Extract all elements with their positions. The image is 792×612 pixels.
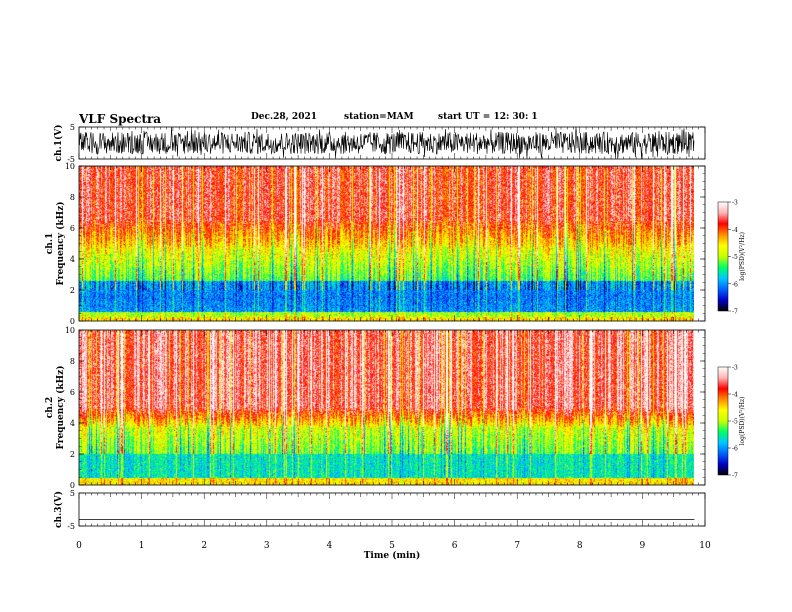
colorbar-2	[717, 366, 729, 476]
spectrogram-image-ch1	[79, 166, 694, 321]
ch2-spectrogram-ytick-label: 6	[70, 388, 75, 397]
ch2-spectrogram-ytick-label: 8	[70, 357, 75, 366]
ch1-spectrogram-ylabel-line: Frequency (kHz)	[55, 201, 66, 285]
x-tick-label: 0	[76, 541, 82, 551]
colorbar-label-text: log(PSD)(V²/Hz)	[739, 232, 746, 281]
figure-title: VLF Spectra	[79, 112, 162, 126]
marks-layer	[78, 127, 695, 520]
x-tick-label: 9	[640, 541, 646, 551]
colorbar-tick-label: -3	[732, 200, 738, 207]
ch1-waveform-line	[78, 127, 695, 159]
ch1-waveform-ytick-label: 5	[70, 123, 75, 132]
ch2-spectrogram-ytick-label: 10	[65, 326, 75, 335]
ch2-spectrogram-ylabel-line: ch.2	[45, 397, 55, 418]
ch3-waveform-ylabel: ch.3(V)	[53, 491, 64, 528]
x-tick-label: 5	[389, 541, 395, 551]
ch3-waveform-ylabel-text: ch.3(V)	[53, 491, 64, 528]
colorbar-tick-label: -7	[732, 309, 738, 316]
ch1-spectrogram-ytick-label: 4	[70, 255, 75, 264]
ch1-spectrogram-ytick-label: 0	[70, 317, 75, 326]
x-tick-label: 4	[327, 541, 333, 551]
x-tick-label: 7	[514, 541, 520, 551]
spectrogram-layer	[79, 166, 694, 485]
station-label: station=MAM	[344, 112, 414, 122]
colorbar-tick-label: -4	[732, 392, 738, 399]
colorbar-tick-label: -5	[732, 419, 738, 426]
ch3-waveform-ytick-label: 5	[70, 489, 75, 498]
colorbar-label-2: log(PSD)(V²/Hz)	[739, 397, 746, 446]
colorbar-tick-label: -6	[732, 281, 738, 288]
ch2-spectrogram-ylabel-line: Frequency (kHz)	[55, 365, 66, 449]
colorbar-tick-label: -5	[732, 254, 738, 261]
colorbar-tick-label: -3	[732, 365, 738, 372]
ch2-spectrogram-ytick-label: 0	[70, 481, 75, 490]
ch2-spectrogram-ylabel: ch.2 Frequency (kHz)	[45, 365, 66, 449]
x-tick-label: 8	[577, 541, 583, 551]
ch1-spectrogram-ytick-label: 10	[65, 162, 75, 171]
colorbar-tick-label: -6	[732, 446, 738, 453]
start-time-label: start UT = 12: 30: 1	[438, 112, 538, 122]
ch1-spectrogram-ylabel-line: ch.1	[45, 233, 55, 254]
ch2-spectrogram-ytick-label: 4	[70, 419, 75, 428]
ch1-spectrogram-ytick-label: 6	[70, 224, 75, 233]
x-tick-label: 1	[139, 541, 145, 551]
colorbar-label-1: log(PSD)(V²/Hz)	[739, 232, 746, 281]
x-axis-label: Time (min)	[364, 550, 421, 561]
spectrogram-image-ch2	[79, 330, 694, 485]
ch1-spectrogram-ylabel: ch.1 Frequency (kHz)	[45, 201, 66, 285]
colorbar-1	[717, 201, 729, 312]
colorbar-tick-label: -7	[732, 473, 738, 480]
ch1-waveform-ylabel-text: ch.1(V)	[53, 125, 64, 162]
colorbar-label-text: log(PSD)(V²/Hz)	[739, 397, 746, 446]
x-tick-label: 10	[699, 541, 711, 551]
x-tick-label: 2	[201, 541, 207, 551]
colorbar-tick-label: -4	[732, 227, 738, 234]
ch1-waveform-ylabel: ch.1(V)	[53, 125, 64, 162]
x-tick-label: 3	[264, 541, 270, 551]
ch1-spectrogram-ytick-label: 2	[70, 286, 75, 295]
date-label: Dec.28, 2021	[251, 112, 317, 122]
x-tick-label: 6	[452, 541, 458, 551]
ch1-waveform-ytick-label: -5	[67, 155, 75, 164]
ch1-spectrogram-ytick-label: 8	[70, 193, 75, 202]
ch3-waveform-ytick-label: -5	[67, 522, 75, 531]
ch2-spectrogram-ytick-label: 2	[70, 450, 75, 459]
